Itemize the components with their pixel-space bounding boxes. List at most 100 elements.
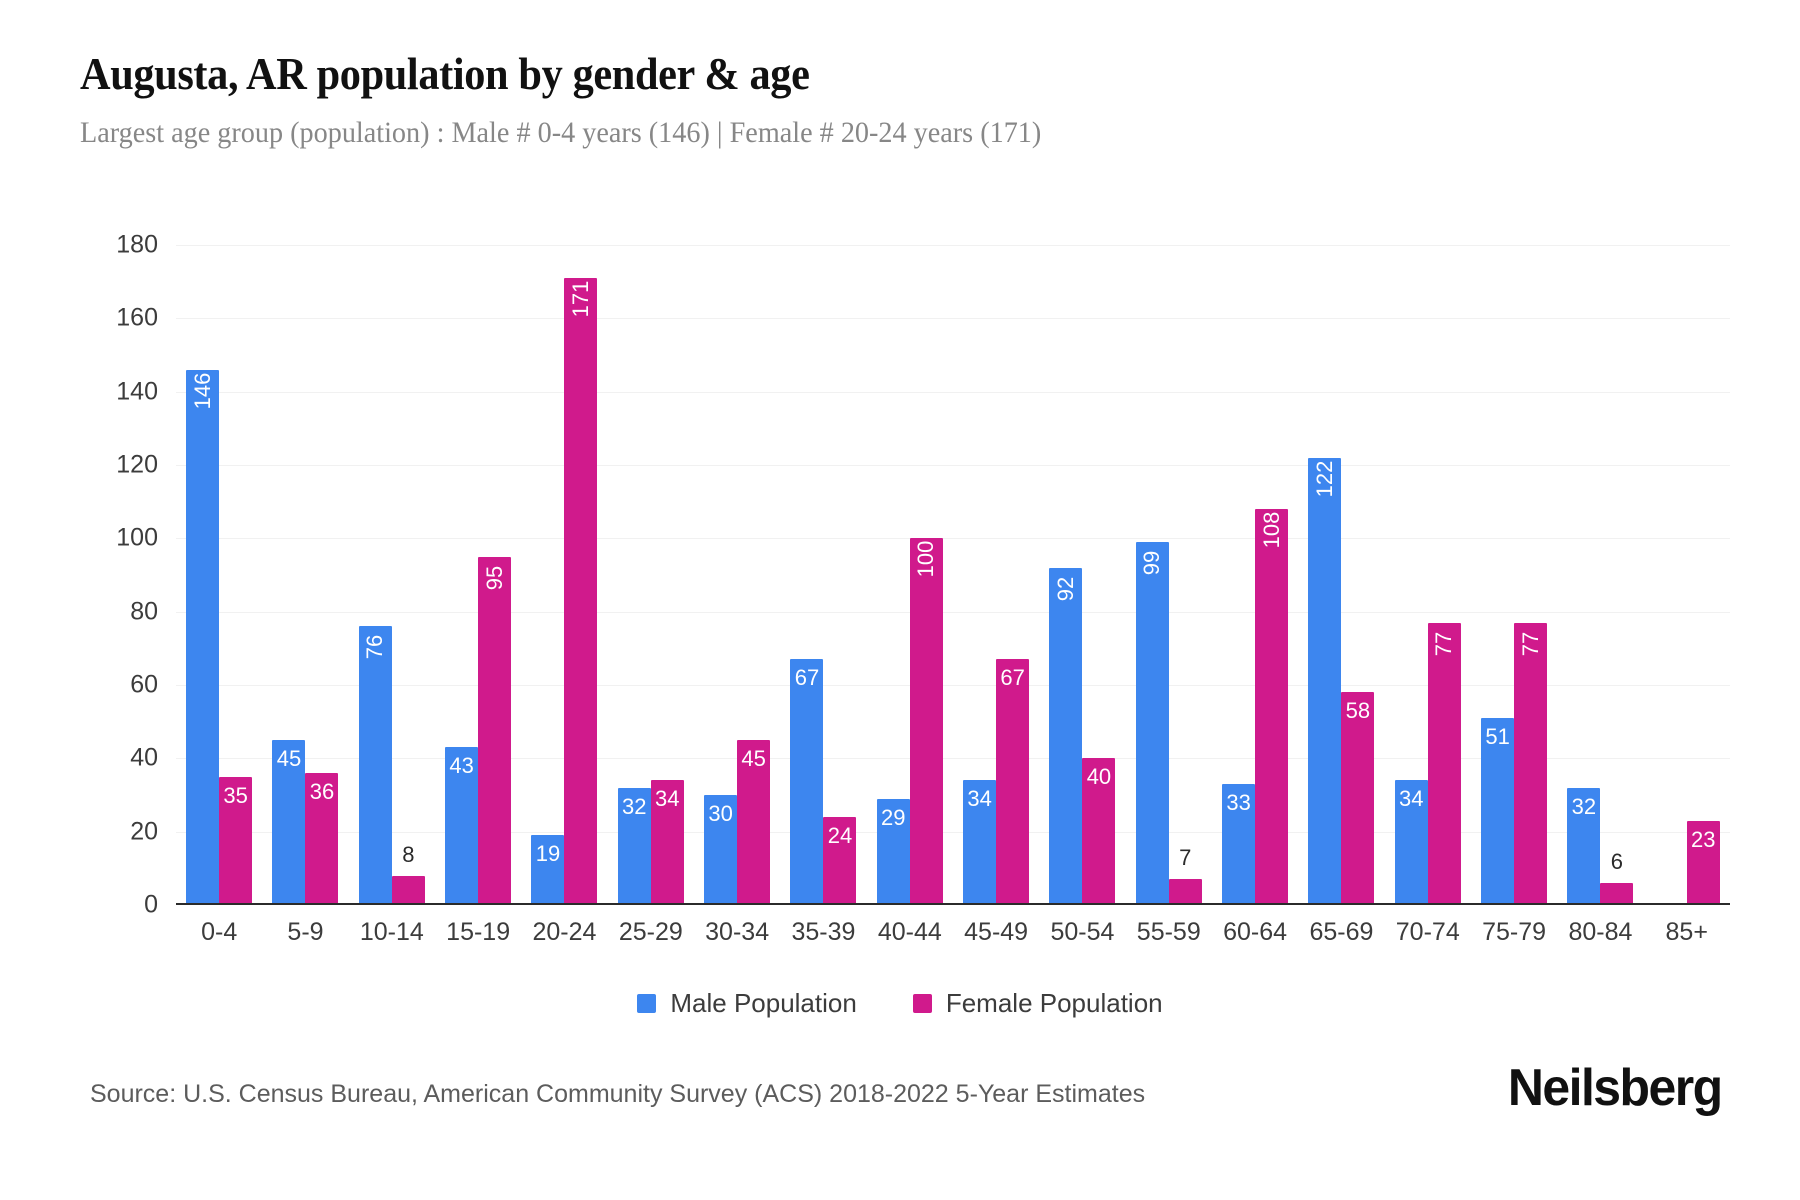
- female-bar[interactable]: 171: [564, 278, 598, 905]
- bar-value-label: 67: [794, 665, 820, 691]
- bar-value-label: 58: [1345, 698, 1371, 724]
- female-bar[interactable]: 35: [219, 776, 253, 905]
- bar-slot: 122: [1308, 457, 1342, 905]
- female-bar[interactable]: 67: [996, 659, 1030, 905]
- bar-group: 34 67: [953, 245, 1039, 905]
- male-bar[interactable]: 19: [531, 835, 565, 905]
- x-tick-label: 35-39: [791, 918, 856, 946]
- male-bar[interactable]: 34: [963, 780, 997, 905]
- male-bar[interactable]: 30: [704, 795, 738, 905]
- male-bar[interactable]: 43: [445, 747, 479, 905]
- bar-value-label: 51: [1485, 724, 1510, 749]
- male-bar[interactable]: 34: [1394, 780, 1428, 905]
- female-bar[interactable]: 45: [737, 740, 771, 905]
- male-bar[interactable]: 67: [790, 659, 824, 905]
- bar-group: 99 7: [1126, 245, 1212, 905]
- bar-group: 43 95: [435, 245, 521, 905]
- bar-value-label: 35: [223, 782, 248, 808]
- bar-slot: 23: [1686, 820, 1720, 905]
- y-axis: 0 20 40 60 80 100 120 140 160 180: [80, 231, 158, 919]
- female-bar[interactable]: 34: [650, 780, 684, 905]
- y-tick-label: 100: [116, 523, 158, 552]
- x-tick-label: 40-44: [877, 918, 942, 946]
- gridline: [176, 758, 1730, 760]
- bar-slot: 76: [358, 626, 392, 905]
- bar-value-label: 33: [1226, 790, 1251, 815]
- female-bar[interactable]: 8: [391, 843, 425, 905]
- bar-value-label: 171: [567, 280, 593, 318]
- male-bar[interactable]: 32: [617, 787, 651, 905]
- bar-value-label: 32: [622, 793, 647, 819]
- bar-value-label: 43: [449, 753, 474, 779]
- x-tick-label: 15-19: [446, 918, 511, 946]
- male-bar[interactable]: 29: [876, 798, 910, 905]
- bar-slot: 67: [996, 659, 1030, 905]
- male-bar[interactable]: 146: [186, 369, 220, 905]
- x-tick-label: 80-84: [1568, 918, 1633, 946]
- female-bar[interactable]: 40: [1082, 758, 1116, 905]
- male-bar[interactable]: 32: [1567, 787, 1601, 905]
- bar-slot: 8: [391, 843, 425, 905]
- bar-value-label: 92: [1052, 576, 1078, 601]
- x-tick-label: 65-69: [1309, 918, 1374, 946]
- female-bar[interactable]: 24: [823, 817, 857, 905]
- bar-slot: 34: [1394, 780, 1428, 905]
- gridline: [176, 318, 1730, 320]
- chart-legend: Male Population Female Population: [0, 988, 1800, 1019]
- x-tick-label: 0-4: [201, 918, 238, 946]
- bar-slot: 34: [650, 780, 684, 905]
- bar-group: 34 77: [1385, 245, 1471, 905]
- bar-slot: 29: [876, 798, 910, 905]
- male-bar[interactable]: 76: [358, 626, 392, 905]
- male-bar[interactable]: 92: [1049, 567, 1083, 905]
- bar-value-label: 40: [1086, 764, 1112, 790]
- bar-slot: 33: [1222, 784, 1256, 905]
- x-axis: 0-4 5-9 10-14 15-19 20-24 25-29 30-34 35-39 40-4…: [176, 918, 1730, 947]
- x-tick-label: 25-29: [618, 918, 683, 946]
- female-bar[interactable]: 7: [1168, 847, 1202, 905]
- legend-item[interactable]: Male Population: [637, 988, 857, 1019]
- bar-slot: 32: [617, 787, 651, 905]
- gridline: [176, 831, 1730, 833]
- female-bar[interactable]: 6: [1600, 851, 1634, 905]
- bar-group: 33 108: [1212, 245, 1298, 905]
- bar-value-label: 122: [1311, 460, 1337, 498]
- male-bar[interactable]: 122: [1308, 457, 1342, 905]
- bar-slot: 24: [823, 817, 857, 905]
- bar-group: 23: [1644, 245, 1730, 905]
- legend-swatch-icon: [637, 994, 657, 1013]
- bar-slot: 77: [1514, 622, 1548, 905]
- bar-value-label: 8: [402, 841, 415, 867]
- bar-group: 32 6: [1557, 245, 1643, 905]
- male-bar[interactable]: 99: [1135, 542, 1169, 905]
- bar-value-label: 67: [1000, 665, 1025, 691]
- bar-value-label: 19: [535, 841, 561, 867]
- bar-groups: 146 35 45 36 76 8 43 95 19 171 32 34 30 45 67 24 29 100 34…: [176, 245, 1730, 905]
- male-bar[interactable]: 33: [1222, 784, 1256, 905]
- y-tick-label: 120: [116, 450, 158, 479]
- female-bar[interactable]: 58: [1341, 692, 1375, 905]
- male-bar[interactable]: 51: [1481, 718, 1515, 905]
- female-bar[interactable]: 77: [1427, 622, 1461, 905]
- female-bar[interactable]: 77: [1514, 622, 1548, 905]
- bar-slot: 77: [1427, 622, 1461, 905]
- female-bar[interactable]: 23: [1686, 820, 1720, 905]
- bar-value-label: 24: [827, 823, 853, 848]
- legend-item[interactable]: Female Population: [912, 988, 1163, 1019]
- female-bar[interactable]: 95: [478, 556, 512, 905]
- bar-value-label: 6: [1610, 849, 1624, 874]
- bar-slot: 92: [1049, 567, 1083, 905]
- bar-slot: 19: [531, 835, 565, 905]
- x-tick-label: 85+: [1665, 918, 1708, 946]
- legend-label: Female Population: [945, 988, 1163, 1018]
- bar-slot: 6: [1600, 851, 1634, 905]
- chart-subtitle: Largest age group (population) : Male # …: [80, 115, 1042, 149]
- bar-group: 51 77: [1471, 245, 1557, 905]
- male-bar[interactable]: 45: [272, 740, 306, 905]
- bar-group: 19 171: [521, 245, 607, 905]
- female-bar[interactable]: 100: [909, 538, 943, 905]
- bar-group: 29 100: [867, 245, 953, 905]
- x-tick-label: 45-49: [964, 918, 1029, 946]
- female-bar[interactable]: 36: [305, 773, 339, 905]
- female-bar[interactable]: 108: [1255, 509, 1289, 905]
